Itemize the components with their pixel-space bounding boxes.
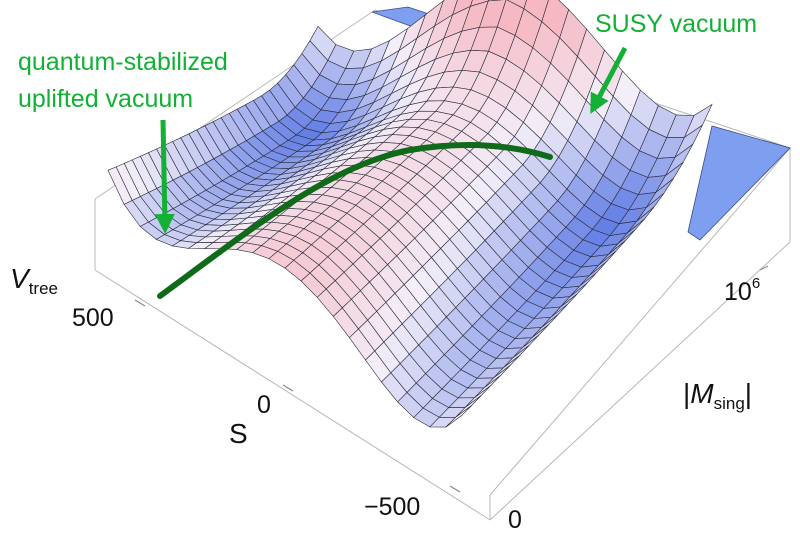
vertical-axis-label: Vtree <box>10 263 58 298</box>
s-tick-500 <box>134 299 146 307</box>
potential-surface <box>107 0 713 428</box>
msing-abs-bar-left: | <box>683 378 691 409</box>
box-bottom-right-edge <box>489 241 791 521</box>
msing-tick-1e6 <box>759 265 769 271</box>
s-tick-label-500: 500 <box>72 304 114 332</box>
s-axis-label: S <box>229 418 248 449</box>
box-bottom-front-edge <box>94 269 491 521</box>
s-tick-label-minus-500: −500 <box>364 493 421 521</box>
uplifted-vacuum-label-line1: quantum-stabilized <box>18 48 228 76</box>
msing-tick-label-1e6: 106 <box>724 276 760 305</box>
s-tick-minus-500 <box>449 485 461 493</box>
msing-axis-label: |Msing| <box>683 378 753 413</box>
susy-vacuum-label: SUSY vacuum <box>595 10 758 38</box>
msing-tick-label-zero: 0 <box>508 506 522 534</box>
s-tick-label-0: 0 <box>257 391 271 419</box>
uplifted-vacuum-arrow <box>154 119 175 234</box>
msing-abs-bar-right: | <box>744 378 753 409</box>
floor-patch-right <box>687 125 791 241</box>
msing-axis-symbol: M <box>690 378 714 409</box>
vertical-axis-symbol: V <box>10 263 29 294</box>
msing-tick-exponent: 6 <box>751 275 761 292</box>
tick-marks <box>134 265 769 493</box>
msing-axis-subscript: sing <box>713 394 745 413</box>
valley-curve <box>157 141 553 299</box>
msing-tick-base: 10 <box>724 278 752 306</box>
surface-mesh-cell <box>445 405 472 428</box>
susy-vacuum-arrow <box>590 46 628 114</box>
uplifted-vacuum-label-line2: uplifted vacuum <box>18 85 194 113</box>
vertical-axis-subscript: tree <box>28 279 58 298</box>
s-tick-0 <box>282 384 294 392</box>
